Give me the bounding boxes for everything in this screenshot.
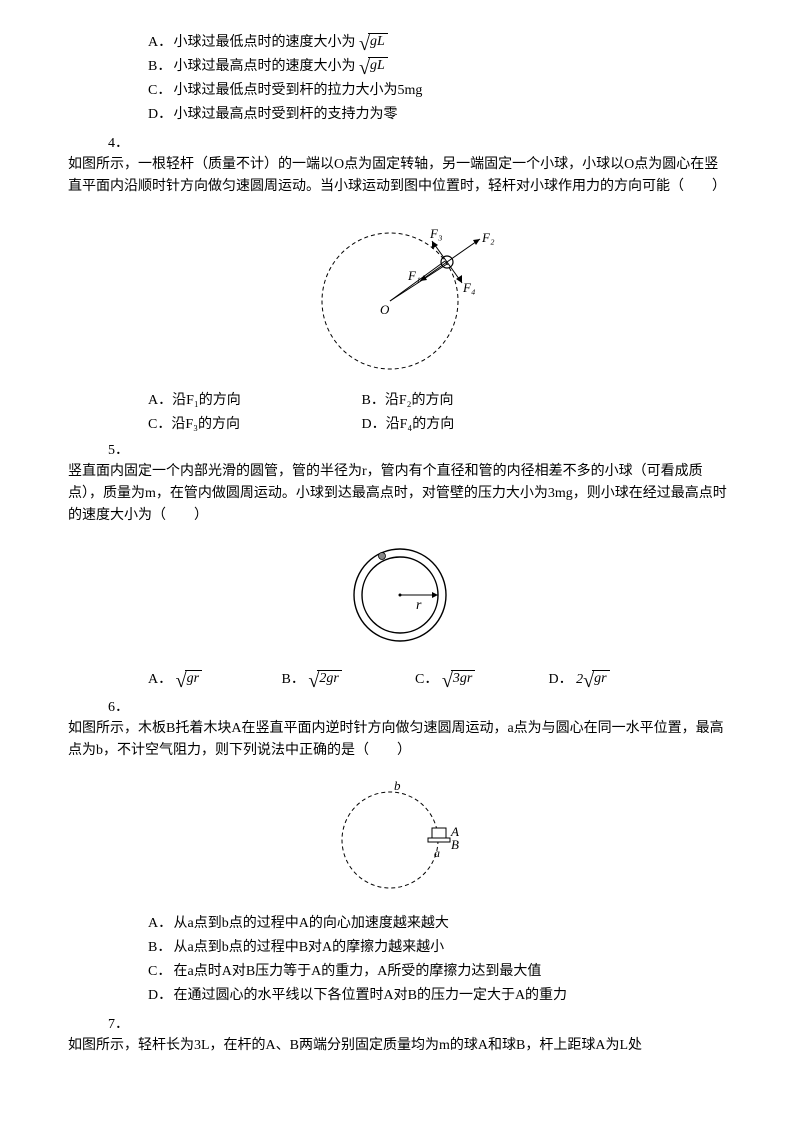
option-label: C． <box>148 80 170 102</box>
option-text: 沿F₁的方向 <box>172 393 241 408</box>
page-content: A． 小球过最低点时的速度大小为 √gL B． 小球过最高点时的速度大小为 √g… <box>0 0 800 1089</box>
q6-number: 6． <box>108 696 732 716</box>
option-c: C． √3gr <box>415 668 545 690</box>
option-text: 小球过最低点时受到杆的拉力大小为5mg <box>174 83 423 98</box>
q5-body: 竖直面内固定一个内部光滑的圆管，管的半径为r，管内有个直径和管的内径相差不多的小… <box>68 461 732 527</box>
option-label: B． <box>148 937 170 959</box>
option-d: D． 小球过最高点时受到杆的支持力为零 <box>148 104 732 126</box>
sqrt-gL: √gL <box>359 33 388 53</box>
q6-option-b: B． 从a点到b点的过程中B对A的摩擦力越来越小 <box>148 937 732 959</box>
q4-number: 4． <box>108 132 732 152</box>
option-label: C． <box>148 961 170 983</box>
q6-option-d: D． 在通过圆心的水平线以下各位置时A对B的压力一定大于A的重力 <box>148 985 732 1007</box>
option-c: C． 小球过最低点时受到杆的拉力大小为5mg <box>148 80 732 102</box>
q4-body: 如图所示，一根轻杆（质量不计）的一端以O点为固定转轴，另一端固定一个小球，小球以… <box>68 154 732 198</box>
q5-number: 5． <box>108 439 732 459</box>
option-label: B． <box>148 56 170 78</box>
q4-options-row1: A．沿F₁的方向 B．沿F₂的方向 <box>148 389 732 409</box>
q6-body: 如图所示，木板B托着木块A在竖直平面内逆时针方向做匀速圆周运动，a点为与圆心在同… <box>68 718 732 762</box>
option-text: 沿F₂的方向 <box>385 393 454 408</box>
option-label: A． <box>148 393 172 408</box>
svg-text:b: b <box>394 778 401 793</box>
svg-text:F₂: F₂ <box>481 230 495 245</box>
option-label: B． <box>282 672 305 687</box>
option-text: 沿F₃的方向 <box>171 417 240 432</box>
option-label: D． <box>148 104 170 126</box>
option-b: B． √2gr <box>282 668 412 690</box>
option-label: B． <box>362 393 385 408</box>
option-label: A． <box>148 32 170 54</box>
option-a: A． √gr <box>148 668 278 690</box>
coef: 2 <box>576 672 583 687</box>
option-text: 在通过圆心的水平线以下各位置时A对B的压力一定大于A的重力 <box>174 988 568 1003</box>
option-text: 沿F₄的方向 <box>386 417 455 432</box>
q6-figure: A B a b <box>68 770 732 905</box>
option-b: B． 小球过最高点时的速度大小为 √gL <box>148 56 732 78</box>
svg-text:F₄: F₄ <box>462 280 476 295</box>
svg-text:a: a <box>434 846 440 860</box>
option-label: C． <box>148 417 171 432</box>
q7-number: 7． <box>108 1013 732 1033</box>
svg-text:r: r <box>416 598 422 613</box>
option-a: A． 小球过最低点时的速度大小为 √gL <box>148 32 732 54</box>
q4-figure: O F₁ F₂ F₃ F₄ <box>68 206 732 381</box>
q5-options: A． √gr B． √2gr C． √3gr D． 2√gr <box>148 668 732 690</box>
svg-text:O: O <box>380 302 390 317</box>
q7-body: 如图所示，轻杆长为3L，在杆的A、B两端分别固定质量均为m的球A和球B，杆上距球… <box>68 1035 732 1057</box>
option-label: D． <box>362 417 386 432</box>
option-d: D． 2√gr <box>549 668 679 690</box>
option-text: 小球过最高点时的速度大小为 <box>174 59 356 74</box>
svg-text:F₁: F₁ <box>407 268 420 283</box>
svg-text:F₃: F₃ <box>429 226 442 241</box>
option-text: 小球过最低点时的速度大小为 <box>174 35 356 50</box>
q6-option-a: A． 从a点到b点的过程中A的向心加速度越来越大 <box>148 913 732 935</box>
q5-figure: r <box>68 535 732 660</box>
option-text: 小球过最高点时受到杆的支持力为零 <box>174 107 398 122</box>
q6-option-c: C． 在a点时A对B压力等于A的重力，A所受的摩擦力达到最大值 <box>148 961 732 983</box>
option-label: A． <box>148 672 172 687</box>
sqrt-gL: √gL <box>359 57 388 77</box>
option-text: 从a点到b点的过程中B对A的摩擦力越来越小 <box>174 940 445 955</box>
option-text: 从a点到b点的过程中A的向心加速度越来越大 <box>174 916 449 931</box>
option-label: D． <box>148 985 170 1007</box>
option-text: 在a点时A对B压力等于A的重力，A所受的摩擦力达到最大值 <box>174 964 542 979</box>
q4-options-row2: C．沿F₃的方向 D．沿F₄的方向 <box>148 413 732 433</box>
option-label: A． <box>148 913 170 935</box>
option-label: C． <box>415 672 438 687</box>
svg-text:B: B <box>451 837 459 852</box>
option-label: D． <box>549 672 573 687</box>
